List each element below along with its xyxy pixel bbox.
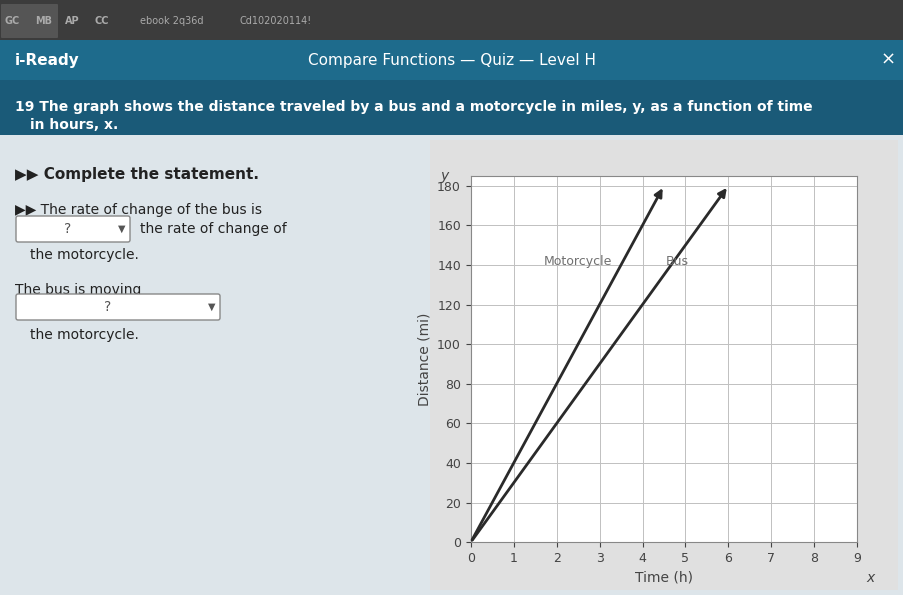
Text: CC: CC bbox=[95, 16, 109, 26]
Bar bbox=[0, 0, 903, 40]
Text: the rate of change of: the rate of change of bbox=[140, 222, 286, 236]
Text: The bus is moving: The bus is moving bbox=[15, 283, 141, 297]
Bar bbox=[0, 40, 903, 80]
Bar bbox=[0, 80, 903, 135]
Bar bbox=[430, 140, 897, 590]
X-axis label: Time (h): Time (h) bbox=[634, 571, 693, 585]
Text: Motorcycle: Motorcycle bbox=[544, 255, 611, 268]
Text: the motorcycle.: the motorcycle. bbox=[30, 328, 139, 342]
Text: x: x bbox=[865, 571, 873, 585]
Text: 19 The graph shows the distance traveled by a bus and a motorcycle in miles, y, : 19 The graph shows the distance traveled… bbox=[15, 100, 812, 114]
FancyBboxPatch shape bbox=[16, 216, 130, 242]
Text: Bus: Bus bbox=[665, 255, 687, 268]
Y-axis label: Distance (mi): Distance (mi) bbox=[417, 312, 431, 406]
Text: the motorcycle.: the motorcycle. bbox=[30, 248, 139, 262]
Bar bbox=[0, 135, 903, 595]
Text: ▼: ▼ bbox=[118, 224, 126, 234]
Text: ebook 2q36d: ebook 2q36d bbox=[140, 16, 203, 26]
Bar bbox=[0, 135, 430, 595]
Text: ?: ? bbox=[64, 222, 71, 236]
Text: AP: AP bbox=[65, 16, 79, 26]
Text: in hours, x.: in hours, x. bbox=[30, 118, 118, 132]
Text: Compare Functions — Quiz — Level H: Compare Functions — Quiz — Level H bbox=[308, 52, 595, 67]
Text: ×: × bbox=[880, 51, 895, 69]
Text: MB: MB bbox=[35, 16, 52, 26]
Text: GC: GC bbox=[5, 16, 20, 26]
Text: ▶▶ The rate of change of the bus is: ▶▶ The rate of change of the bus is bbox=[15, 203, 262, 217]
Text: y: y bbox=[441, 168, 449, 183]
Text: ?: ? bbox=[104, 300, 111, 314]
Text: ▼: ▼ bbox=[208, 302, 216, 312]
Text: ▶▶ Complete the statement.: ▶▶ Complete the statement. bbox=[15, 168, 259, 183]
FancyBboxPatch shape bbox=[16, 294, 219, 320]
FancyBboxPatch shape bbox=[1, 4, 58, 38]
Text: Cd102020114!: Cd102020114! bbox=[239, 16, 312, 26]
Text: i-Ready: i-Ready bbox=[15, 52, 79, 67]
